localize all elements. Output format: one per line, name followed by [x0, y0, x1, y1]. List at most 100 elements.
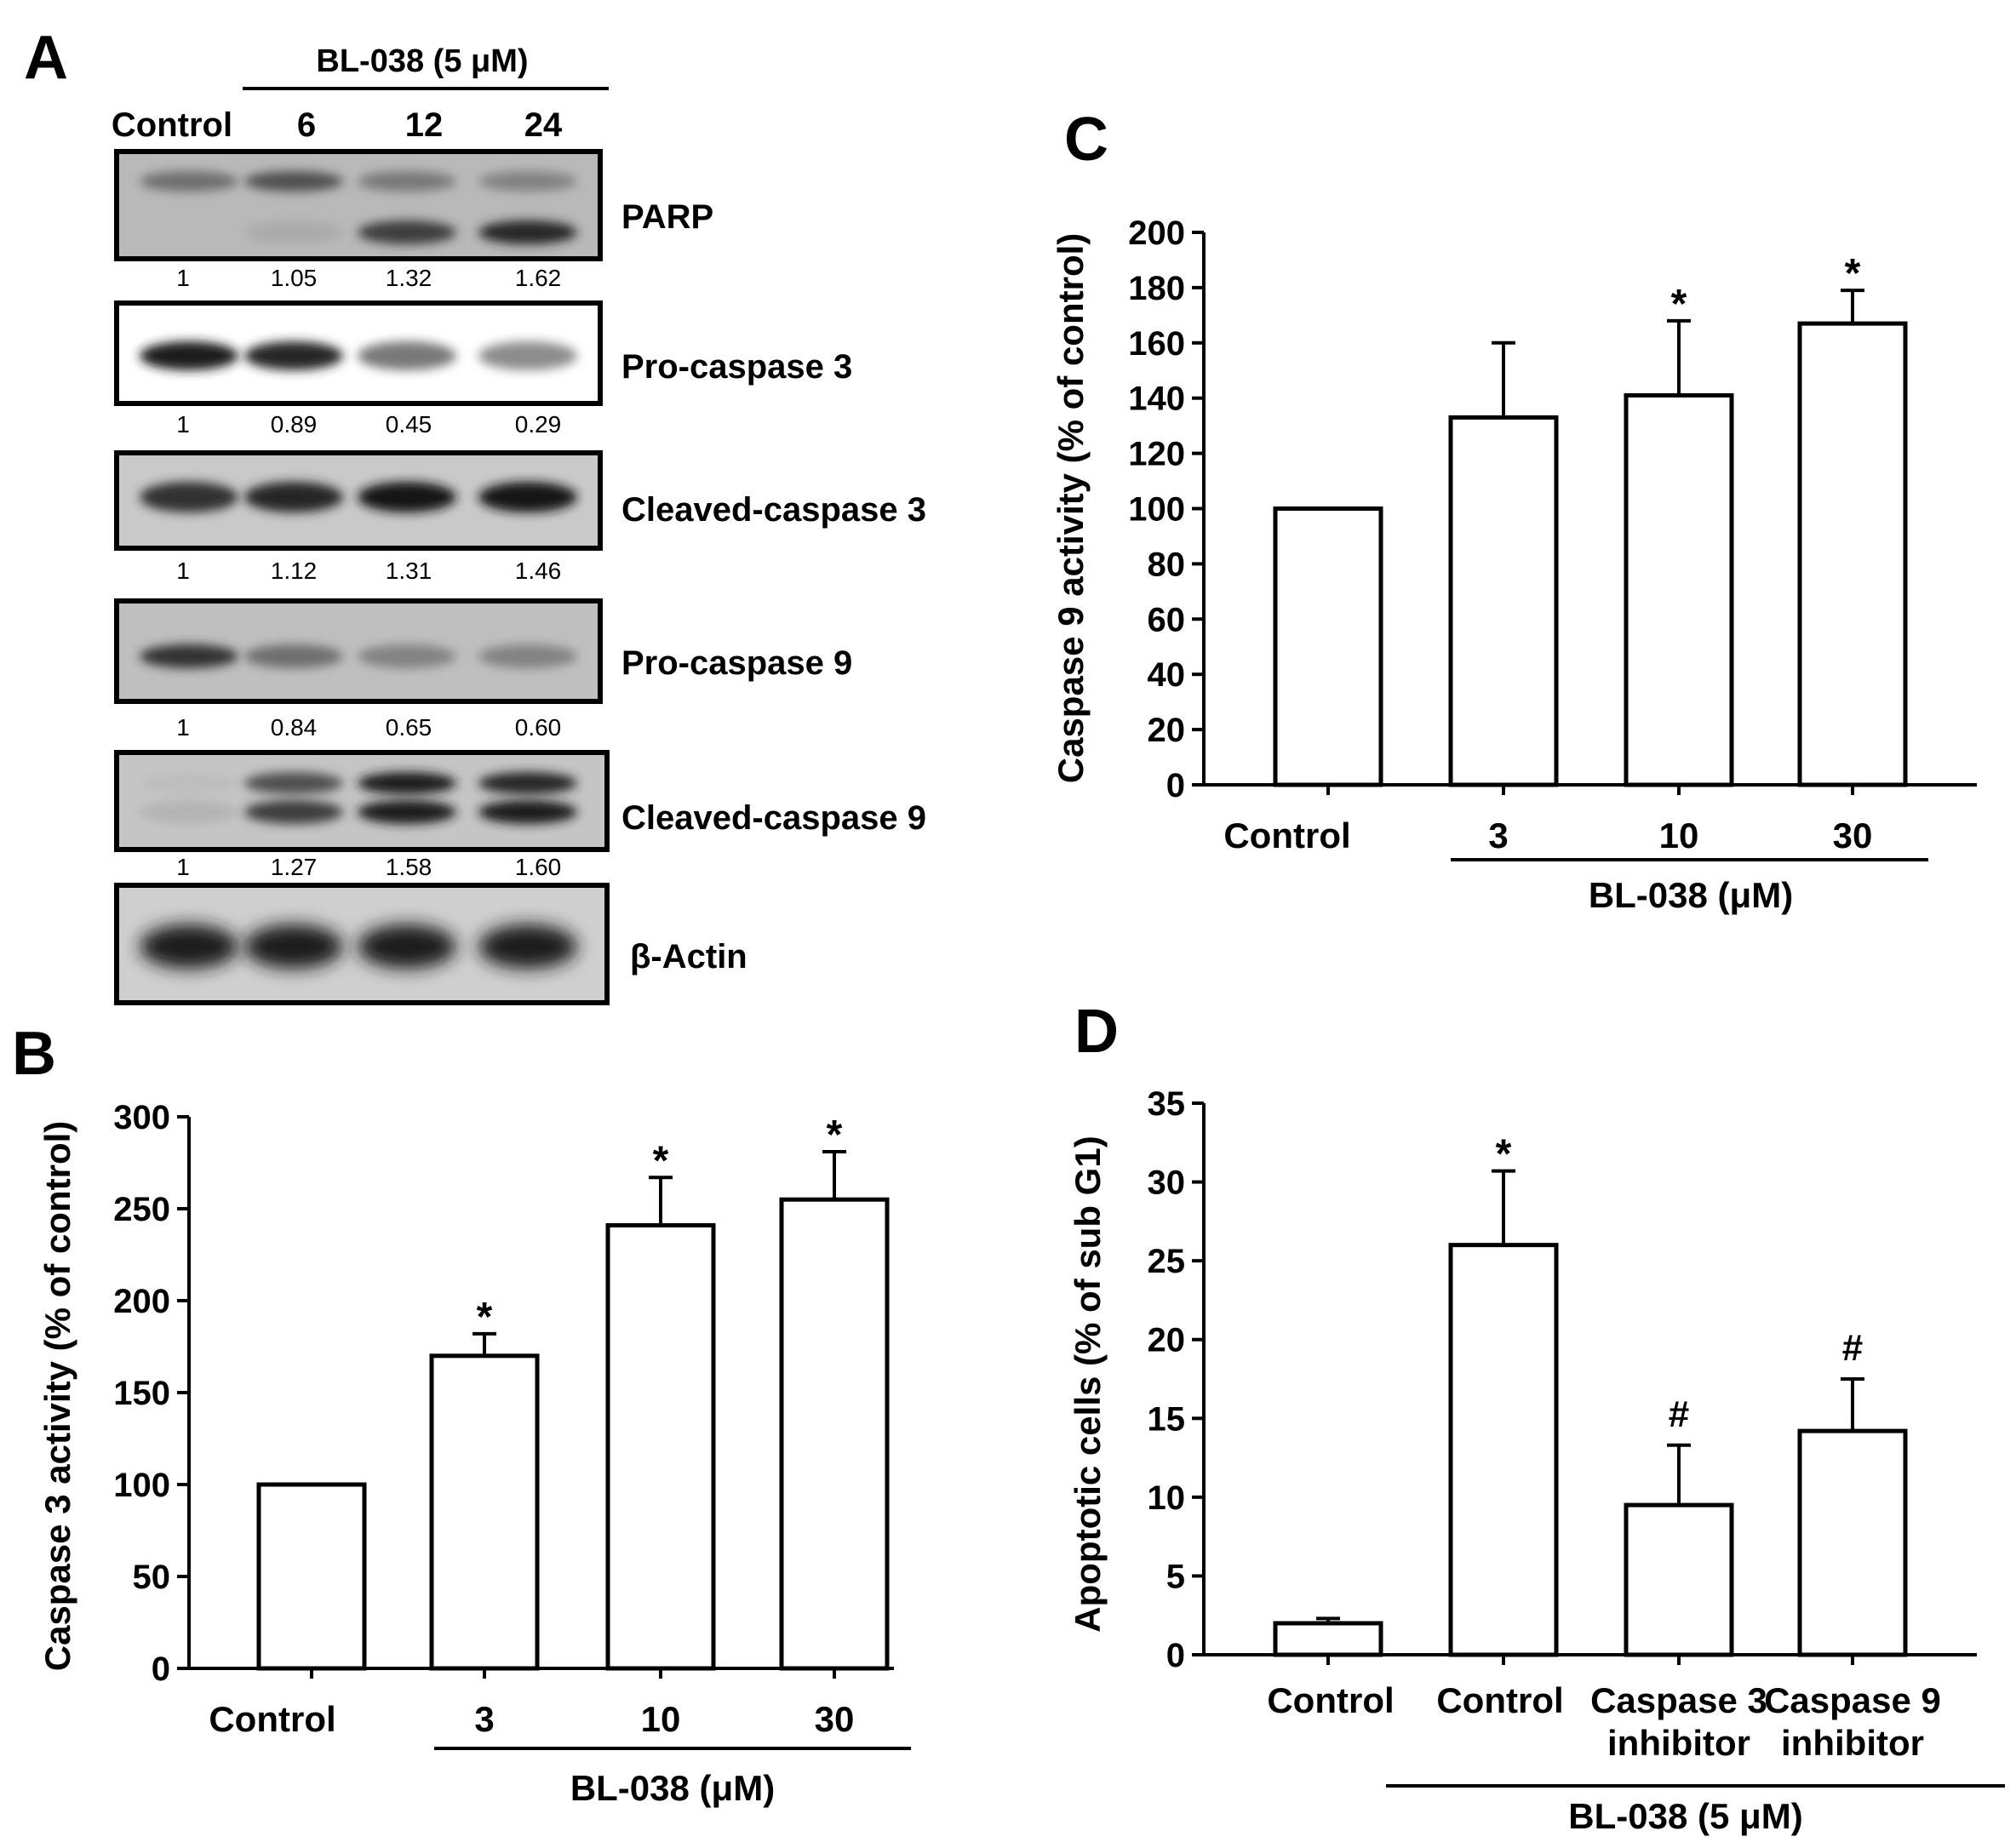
blot-quant-value: 1.27 [271, 854, 318, 880]
y-tick-label: 35 [1148, 1085, 1186, 1123]
bar [429, 1353, 540, 1671]
chart-caspase9-activity: 0 20 40 60 80 100 120 140 160 180 200 Control 3 * 10 * 3… [1051, 215, 1977, 915]
x-category-label: 30 [815, 1699, 855, 1739]
significance-marker: * [1845, 251, 1861, 296]
blot-band [478, 171, 577, 192]
bar [1273, 506, 1383, 787]
x-category-label: 10 [641, 1699, 681, 1739]
blot-band [244, 341, 343, 370]
bar [1448, 1243, 1559, 1657]
y-tick-label: 80 [1148, 546, 1186, 583]
blot-band [478, 800, 577, 824]
lane-label-24: 24 [524, 106, 563, 144]
bar [1624, 1502, 1734, 1657]
blot-protein-label: β-Actin [630, 938, 747, 975]
y-tick-label: 160 [1128, 325, 1185, 363]
panel-letter-c: C [1064, 106, 1108, 174]
x-category-label: 30 [1833, 815, 1873, 855]
blot-quant-value: 0.29 [515, 411, 562, 438]
bar [256, 1482, 367, 1671]
y-tick-label: 140 [1128, 380, 1185, 418]
y-tick-label: 300 [113, 1099, 170, 1136]
lane-label-6: 6 [297, 106, 316, 144]
y-tick-label: 100 [113, 1467, 170, 1504]
blot-band [358, 772, 456, 794]
bar [779, 1197, 890, 1671]
y-tick-label: 0 [1166, 1637, 1185, 1674]
x-category-label: 3 [1488, 815, 1508, 855]
y-tick-label: 0 [152, 1651, 170, 1688]
blot-band [140, 772, 238, 794]
significance-marker: * [477, 1295, 493, 1340]
blot-band [478, 482, 577, 512]
blot-band [478, 924, 577, 969]
blot-band [244, 220, 343, 244]
blot-band [140, 341, 238, 370]
significance-marker: # [1842, 1327, 1863, 1369]
blot-quant-value: 1.32 [386, 265, 432, 291]
y-tick-label: 20 [1148, 1322, 1186, 1359]
blot-quant-value: 1 [176, 558, 190, 584]
y-tick-label: 60 [1148, 601, 1186, 638]
blot-quant-value: 0.89 [271, 411, 318, 438]
blot-quant-value: 1 [176, 411, 190, 438]
blot-band [140, 644, 238, 668]
y-tick-label: 200 [1128, 215, 1185, 252]
lane-label-12: 12 [405, 106, 444, 144]
y-tick-label: 40 [1148, 656, 1186, 694]
blot-protein-label: Pro-caspase 3 [621, 348, 852, 386]
chart-caspase3-activity: 0 50 100 150 200 250 300 Control * 3 * 10 * 30 BL-038 … [37, 1099, 911, 1808]
y-tick-label: 180 [1128, 270, 1185, 307]
blot-band [244, 171, 343, 192]
blot-quant-value: 0.45 [386, 411, 432, 438]
lane-label-control: Control [112, 106, 232, 144]
blot-band [358, 220, 456, 244]
blot-band [140, 171, 238, 192]
blot-band [140, 800, 238, 824]
y-tick-label: 150 [113, 1375, 170, 1412]
blot-quant-value: 0.65 [386, 714, 432, 741]
bar [1797, 321, 1908, 787]
blot-strip: Pro-caspase 3 1 0.89 0.45 0.29 [114, 300, 852, 438]
blot-band [358, 924, 456, 969]
blot-band [358, 482, 456, 512]
blot-band [478, 644, 577, 668]
panel-letter-b: B [12, 1020, 56, 1088]
x-category-label: inhibitor [1781, 1723, 1924, 1763]
blot-quant-value: 0.60 [515, 714, 562, 741]
blot-quant-value: 1.46 [515, 558, 562, 584]
blot-band [244, 800, 343, 824]
blot-band [244, 482, 343, 512]
blot-strips: PARP 1 1.05 1.32 1.62 Pro-caspase 3 1 0.89 0.45 0… [114, 149, 926, 1005]
blot-treatment-label: BL-038 (5 μM) [316, 43, 528, 79]
blot-quant-value: 1 [176, 854, 190, 880]
y-tick-label: 25 [1148, 1243, 1186, 1280]
significance-marker: * [1496, 1132, 1512, 1177]
y-tick-label: 250 [113, 1191, 170, 1228]
x-axis-title: BL-038 (μM) [570, 1768, 775, 1808]
blot-band [244, 924, 343, 969]
x-category-label: Control [1267, 1680, 1394, 1720]
panel-letter-d: D [1074, 998, 1119, 1066]
bar [1624, 392, 1734, 787]
y-tick-label: 200 [113, 1283, 170, 1320]
blot-quant-value: 1.58 [386, 854, 432, 880]
blot-band [140, 924, 238, 969]
blot-band [244, 644, 343, 668]
blot-quant-value: 1 [176, 714, 190, 741]
blot-quant-value: 1.12 [271, 558, 318, 584]
blot-strip: PARP 1 1.05 1.32 1.62 [114, 149, 713, 291]
blot-band [244, 772, 343, 794]
blot-band [358, 800, 456, 824]
blot-quant-value: 1.05 [271, 265, 318, 291]
blot-strip: Pro-caspase 9 1 0.84 0.65 0.60 [114, 598, 852, 741]
x-category-label: Caspase 3 [1590, 1680, 1767, 1720]
blot-protein-label: Cleaved-caspase 3 [621, 491, 926, 529]
y-tick-label: 10 [1148, 1479, 1186, 1517]
y-tick-label: 30 [1148, 1164, 1186, 1202]
y-tick-label: 50 [133, 1559, 171, 1596]
blot-protein-label: PARP [621, 198, 713, 236]
y-axis-title: Caspase 9 activity (% of control) [1051, 233, 1091, 784]
